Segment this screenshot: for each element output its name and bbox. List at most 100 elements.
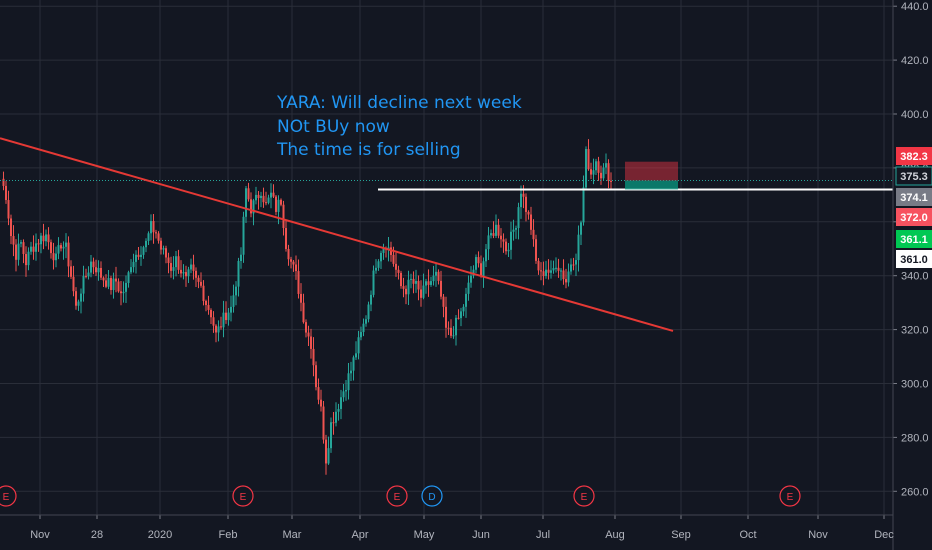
- candle: [305, 319, 307, 338]
- candle: [355, 341, 357, 360]
- candle-body: [110, 278, 112, 290]
- event-marker-e[interactable]: E: [386, 485, 408, 507]
- candle: [247, 182, 250, 202]
- candle: [585, 146, 587, 189]
- candle: [422, 273, 425, 300]
- candle: [527, 210, 530, 220]
- candle: [520, 185, 522, 219]
- candle-body: [210, 309, 212, 318]
- candle: [167, 252, 170, 274]
- candle: [352, 355, 355, 381]
- price-tag-label: 361.1: [900, 234, 928, 246]
- candle-body: [182, 272, 185, 274]
- candle-body: [502, 239, 505, 242]
- candle: [87, 266, 90, 280]
- candle-body: [342, 391, 345, 398]
- candle: [230, 295, 232, 322]
- candle: [562, 259, 565, 285]
- candle-body: [317, 387, 320, 400]
- candle-body: [412, 278, 415, 284]
- y-tick-label: 320.0: [901, 325, 929, 337]
- candle: [597, 156, 600, 181]
- event-marker-e[interactable]: E: [779, 485, 801, 507]
- candle-body: [222, 312, 225, 328]
- time-axis[interactable]: Nov 28 2020 Feb Mar Apr May Jun Jul Aug Sep Oct Nov D…: [0, 514, 894, 541]
- candle-body: [585, 149, 587, 188]
- candle-body: [380, 252, 382, 262]
- candle-body: [52, 253, 55, 261]
- candle-body: [550, 270, 552, 273]
- candle-body: [135, 254, 137, 262]
- candle-body: [57, 245, 60, 254]
- candle-body: [515, 228, 517, 230]
- candle: [285, 220, 287, 252]
- candle: [505, 238, 507, 255]
- candle: [447, 321, 450, 335]
- candle: [292, 260, 295, 272]
- candle: [112, 272, 115, 299]
- candle-body: [32, 246, 35, 252]
- candle: [502, 233, 505, 253]
- candle: [500, 228, 502, 248]
- price-tag: 374.1: [896, 188, 932, 206]
- candle: [335, 402, 337, 427]
- candle: [257, 190, 260, 210]
- candle: [242, 211, 245, 263]
- candle: [577, 225, 580, 272]
- candle-body: [290, 259, 292, 262]
- candle-body: [230, 306, 232, 313]
- candle: [67, 236, 70, 278]
- candle: [177, 249, 180, 274]
- candle-body: [155, 232, 157, 234]
- candle: [110, 275, 112, 295]
- x-tick-label: Sep: [671, 529, 691, 541]
- candle-body: [507, 249, 510, 252]
- candle-body: [477, 257, 480, 264]
- candle: [297, 259, 300, 299]
- candle: [152, 214, 155, 244]
- event-marker-d[interactable]: D: [421, 485, 443, 507]
- candle: [587, 139, 590, 171]
- y-tick-label: 420.0: [901, 55, 929, 67]
- candle: [95, 259, 97, 276]
- candle-body: [400, 272, 402, 287]
- stop-loss-zone: [625, 161, 678, 181]
- candle: [172, 256, 175, 280]
- candle: [542, 261, 545, 286]
- candle: [362, 318, 365, 337]
- candle: [130, 259, 132, 275]
- trendline: [0, 137, 674, 332]
- price-tag-label: 382.3: [900, 151, 928, 163]
- candle: [30, 241, 32, 255]
- candle-body: [307, 332, 310, 337]
- event-marker-e[interactable]: E: [0, 485, 17, 507]
- candle: [145, 238, 147, 253]
- candle: [315, 361, 317, 391]
- candle-body: [295, 264, 297, 272]
- y-tick-label: 260.0: [901, 486, 929, 498]
- event-marker-e[interactable]: E: [232, 485, 254, 507]
- candle: [415, 269, 417, 293]
- candle: [32, 235, 35, 260]
- candle-body: [70, 266, 72, 277]
- candle-body: [587, 149, 590, 170]
- candle: [420, 280, 422, 307]
- candle: [592, 158, 595, 185]
- event-marker-e[interactable]: E: [573, 485, 595, 507]
- candle: [487, 226, 490, 260]
- candle-body: [22, 242, 25, 254]
- candle: [7, 190, 10, 226]
- candle-body: [490, 233, 492, 236]
- candle-body: [365, 319, 367, 324]
- candle: [492, 221, 495, 239]
- y-tick-label: 340.0: [901, 271, 929, 283]
- price-tag-bg: [896, 147, 932, 165]
- price-tag-label: 361.0: [900, 254, 928, 266]
- candle: [302, 293, 305, 324]
- candle: [312, 337, 315, 377]
- candle: [325, 434, 327, 475]
- candle: [107, 270, 110, 290]
- candle-body: [335, 411, 337, 423]
